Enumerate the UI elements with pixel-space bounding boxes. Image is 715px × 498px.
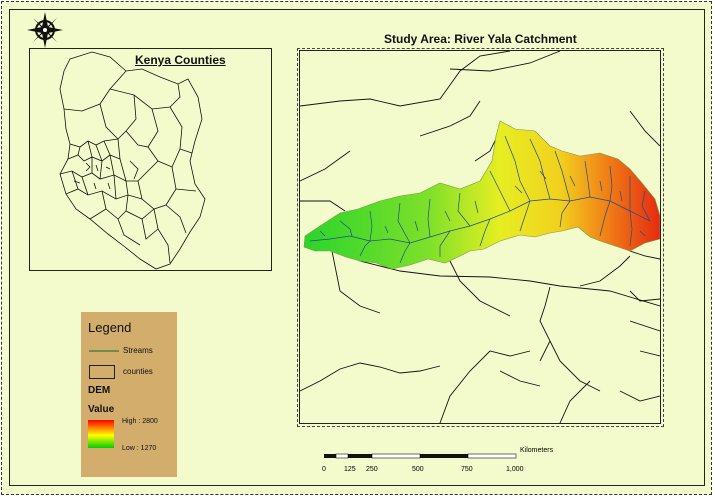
inset-title: Kenya Counties: [135, 53, 226, 67]
stream-network: [309, 135, 651, 264]
kenya-outline: [59, 51, 206, 270]
yala-catchment-map: [300, 51, 660, 423]
streams-label: Streams: [123, 346, 153, 355]
scale-tick-1000: 1,000: [506, 466, 524, 473]
dem-color-ramp: [88, 420, 114, 448]
compass-rose-icon: [27, 12, 63, 48]
scale-tick-125: 125: [344, 466, 356, 473]
dem-heading: DEM: [88, 385, 111, 396]
scale-tick-500: 500: [412, 466, 424, 473]
counties-symbol: [89, 365, 115, 379]
scale-bar: Kilometers 0 125 250 500 750 1,000: [300, 447, 554, 477]
counties-label: counties: [123, 367, 153, 376]
layout-frame: [9, 9, 705, 486]
main-map-frame: [297, 48, 664, 427]
streams-symbol: [89, 350, 119, 352]
kenya-counties-map: [59, 51, 206, 270]
legend-title: Legend: [88, 320, 132, 335]
scale-tick-0: 0: [322, 466, 326, 473]
value-heading: Value: [88, 404, 115, 415]
scale-tick-250: 250: [366, 466, 378, 473]
scale-unit: Kilometers: [520, 447, 554, 454]
scale-bar-graphic: [324, 453, 517, 459]
inset-map: [29, 48, 272, 271]
main-map: [299, 50, 661, 424]
main-map-title: Study Area: River Yala Catchment: [384, 32, 577, 46]
scale-tick-750: 750: [461, 466, 473, 473]
legend-panel: Legend Streams counties DEM Value High :…: [81, 312, 177, 477]
dem-catchment-raster: [303, 120, 660, 270]
dem-high-label: High : 2800: [122, 418, 158, 425]
dem-low-label: Low : 1270: [122, 445, 157, 452]
